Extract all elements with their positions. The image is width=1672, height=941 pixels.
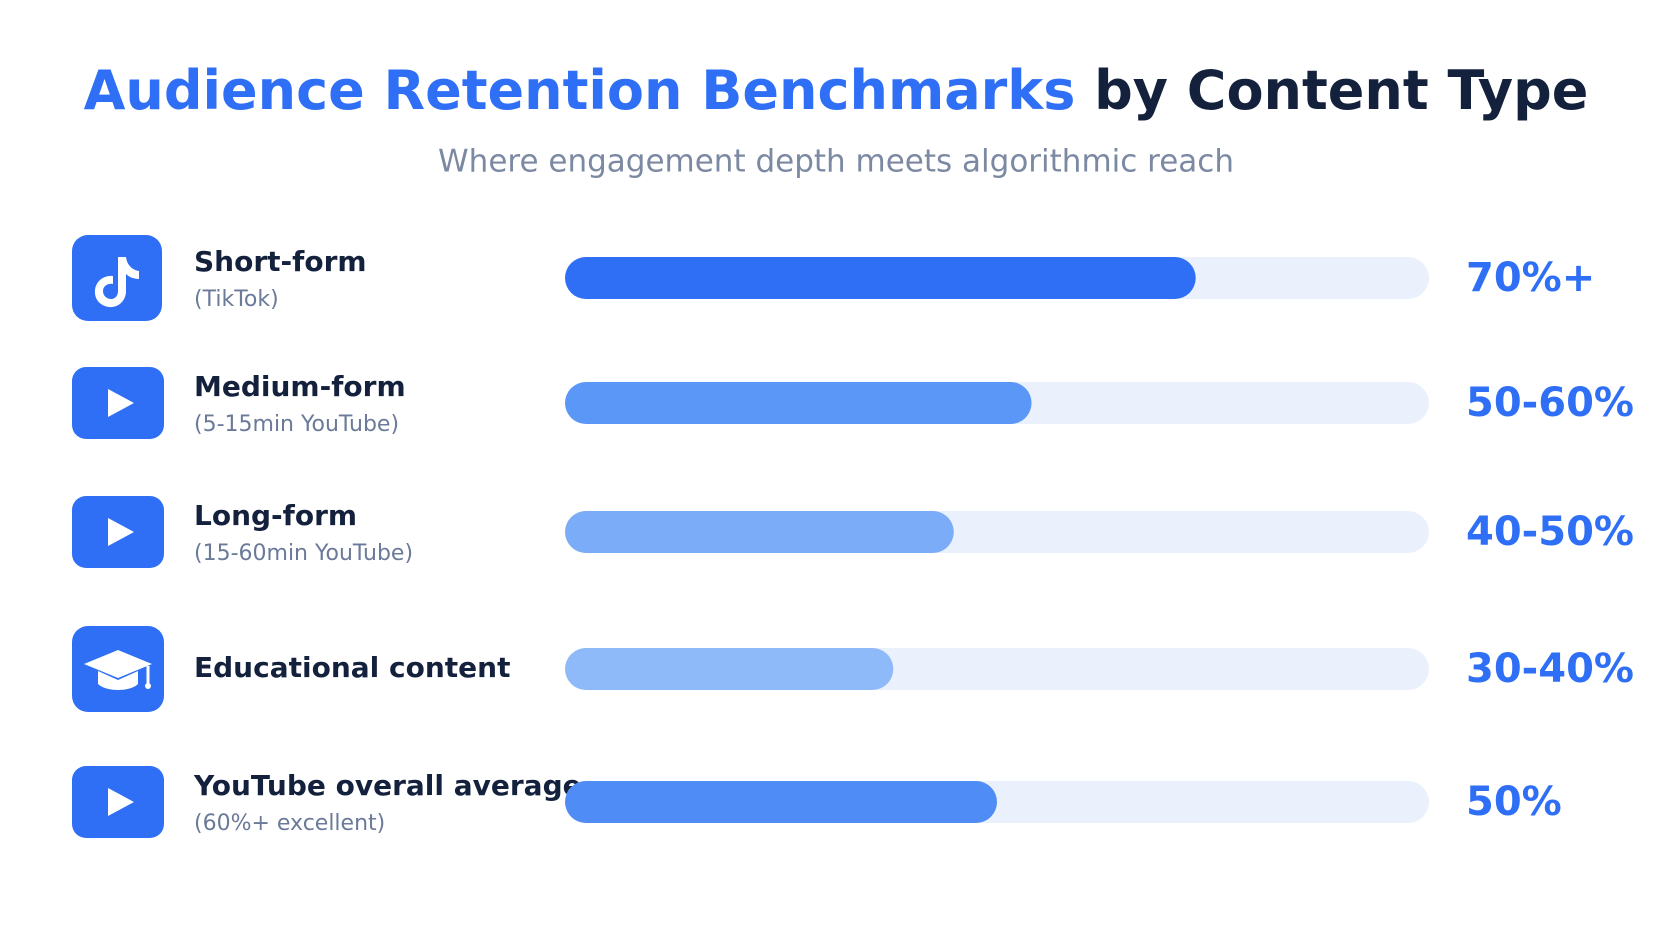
value-label: 50% — [1466, 779, 1562, 825]
bar — [565, 257, 1196, 299]
category-sublabel: (60%+ excellent) — [194, 811, 385, 836]
value-label: 40-50% — [1466, 509, 1634, 555]
play-icon — [72, 367, 164, 439]
title-part: Audience Retention Benchmarks — [84, 59, 1076, 122]
title-part: by Content Type — [1094, 59, 1588, 122]
category-label: Long-form — [194, 499, 357, 532]
subtitle: Where engagement depth meets algorithmic… — [438, 144, 1234, 180]
category-label: Medium-form — [194, 370, 406, 403]
play-icon — [72, 496, 164, 568]
tiktok-icon — [72, 235, 162, 321]
bar — [565, 511, 954, 553]
value-label: 70%+ — [1466, 255, 1595, 301]
bar — [565, 648, 894, 690]
value-label: 30-40% — [1466, 646, 1634, 692]
category-sublabel: (15-60min YouTube) — [194, 541, 413, 566]
value-label: 50-60% — [1466, 380, 1634, 426]
category-label: Educational content — [194, 651, 510, 684]
category-label: YouTube overall average — [193, 769, 582, 802]
category-sublabel: (TikTok) — [194, 287, 279, 312]
bar — [565, 382, 1032, 424]
category-sublabel: (5-15min YouTube) — [194, 412, 399, 437]
play-icon — [72, 766, 164, 838]
bar — [565, 781, 997, 823]
category-label: Short-form — [194, 245, 367, 278]
chart-title: Audience Retention Benchmarks by Content… — [84, 59, 1589, 122]
cap-icon — [72, 626, 164, 712]
